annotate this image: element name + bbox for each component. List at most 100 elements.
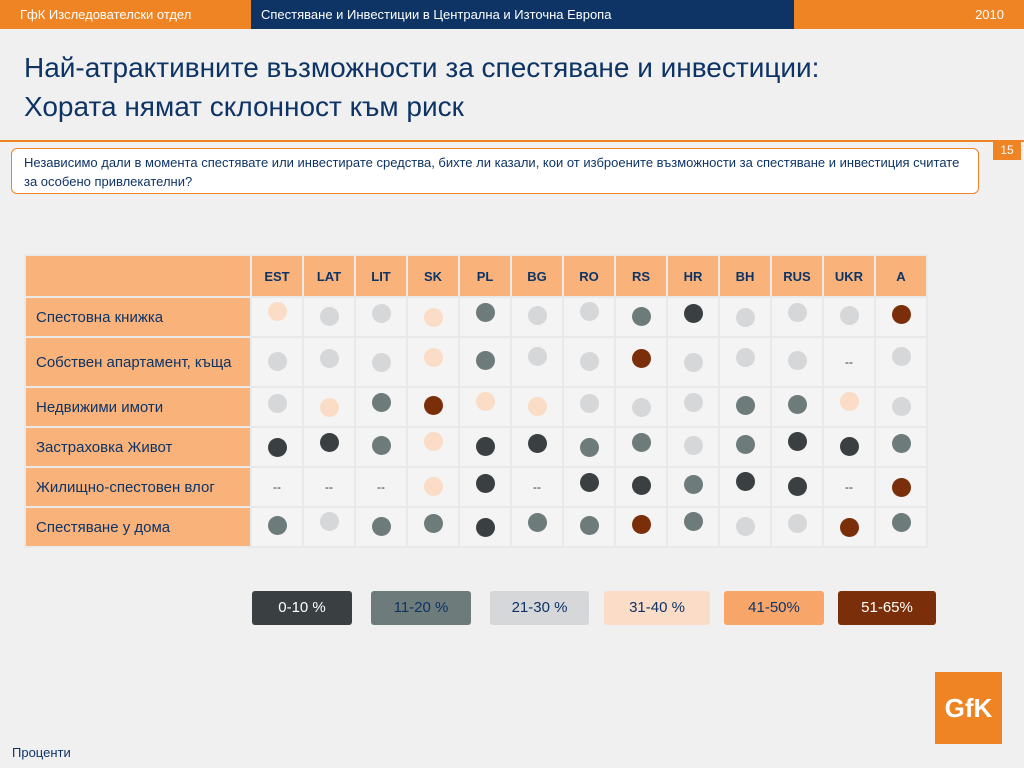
value-dot [423,477,443,496]
table-cell: -- [510,466,564,508]
table-cell [770,296,824,338]
table-cell [354,296,408,338]
table-cell [718,426,772,468]
table-cell [510,426,564,468]
table-cell [874,506,928,548]
table-cell [250,506,304,548]
table-cell [562,386,616,428]
value-dot [891,305,911,324]
table-cell: -- [354,466,408,508]
value-dot [631,433,651,452]
value-dot [631,515,651,534]
table-cell [406,336,460,388]
legend-swatch: 0-10 % [252,591,352,625]
table-cell [874,336,928,388]
table-row: Спестовна книжка [24,296,928,338]
legend-swatch: 51-65% [838,591,936,625]
table-row: Спестяване у дома [24,506,928,548]
table-cell [458,336,512,388]
value-dot [423,348,443,367]
value-dot [891,434,911,453]
table-cell: -- [302,466,356,508]
table-cell [718,336,772,388]
value-dot [579,302,599,321]
value-dot [319,398,339,417]
column-header-pl: PL [458,254,512,298]
value-dot [319,349,339,368]
table-cell: -- [822,336,876,388]
table-cell [666,386,720,428]
value-dot [527,397,547,416]
value-dot [267,352,287,371]
column-header-lit: LIT [354,254,408,298]
table-cell [562,506,616,548]
table-cell [874,426,928,468]
value-dot [475,351,495,370]
value-dot [527,347,547,366]
row-label: Спестяване у дома [24,506,252,548]
table-cell [354,426,408,468]
value-dot [423,396,443,415]
column-header-bh: BH [718,254,772,298]
table-cell [718,506,772,548]
table-cell [302,386,356,428]
value-dot [579,473,599,492]
question-box: Независимо дали в момента спестявате или… [11,148,979,194]
legend-swatch: 11-20 % [371,591,471,625]
value-dot [631,398,651,417]
value-dot [683,436,703,455]
table-cell [770,506,824,548]
value-dot [787,303,807,322]
table-cell [510,386,564,428]
no-data-dash: -- [377,480,385,494]
value-dot [527,306,547,325]
table-cell [354,336,408,388]
page-number: 15 [993,141,1021,160]
title-line-2: Хората нямат склонност към риск [24,91,464,122]
value-dot [371,393,391,412]
table-cell [510,336,564,388]
table-corner [24,254,252,298]
title-divider [0,140,1024,142]
value-dot [891,478,911,497]
table-row: Жилищно-спестовен влог -- -- -- -- -- [24,466,928,508]
table-cell [458,386,512,428]
table-cell [406,386,460,428]
table-cell: -- [250,466,304,508]
column-header-rs: RS [614,254,668,298]
table-cell [562,336,616,388]
table-cell [770,426,824,468]
value-dot [891,347,911,366]
value-dot [371,436,391,455]
table-cell [354,386,408,428]
value-dot [839,518,859,537]
value-dot [475,518,495,537]
table-cell [406,296,460,338]
header-year: 2010 [794,0,1024,29]
table-cell [770,386,824,428]
value-dot [631,349,651,368]
column-header-sk: SK [406,254,460,298]
value-dot [891,513,911,532]
no-data-dash: -- [845,355,853,369]
value-dot [475,392,495,411]
no-data-dash: -- [845,480,853,494]
page-title: Най-атрактивните възможности за спестява… [24,48,984,126]
table-cell [770,336,824,388]
value-dot [839,306,859,325]
value-dot [631,476,651,495]
table-cell [250,386,304,428]
no-data-dash: -- [533,480,541,494]
column-header-bg: BG [510,254,564,298]
value-dot [579,352,599,371]
title-line-1: Най-атрактивните възможности за спестява… [24,52,820,83]
table-cell [458,466,512,508]
value-dot [423,308,443,327]
table-cell [562,466,616,508]
value-dot [735,435,755,454]
table-cell [614,466,668,508]
row-label: Жилищно-спестовен влог [24,466,252,508]
value-dot [683,353,703,372]
value-dot [267,516,287,535]
table-cell [614,426,668,468]
